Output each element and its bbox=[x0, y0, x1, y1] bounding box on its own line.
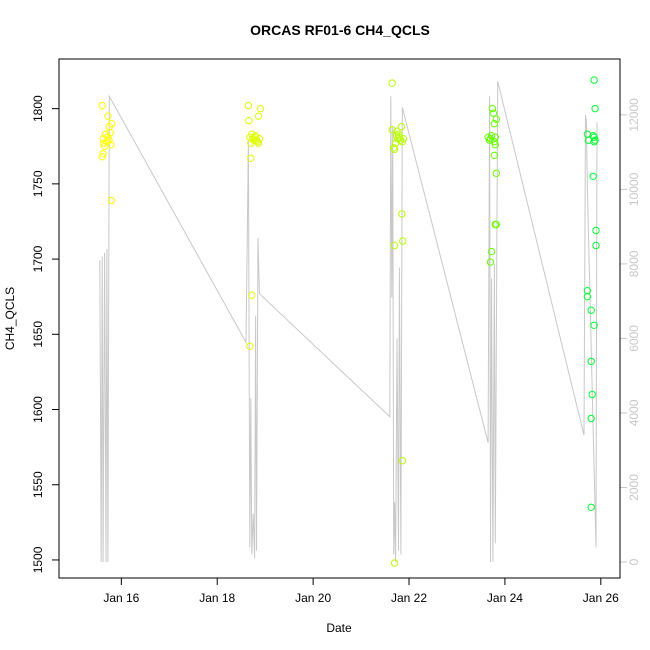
chart-title: ORCAS RF01-6 CH4_QCLS bbox=[250, 22, 430, 38]
y-tick-label: 1550 bbox=[31, 471, 45, 498]
y-tick-label: 1500 bbox=[31, 546, 45, 573]
data-point bbox=[107, 141, 115, 149]
x-tick-label: Jan 20 bbox=[295, 591, 331, 605]
data-point bbox=[98, 153, 106, 161]
data-point bbox=[492, 169, 500, 178]
data-point bbox=[390, 559, 399, 567]
y2-tick-label: 8000 bbox=[627, 250, 641, 277]
data-point bbox=[487, 247, 496, 256]
data-point bbox=[105, 136, 113, 144]
data-point bbox=[388, 126, 396, 134]
data-point bbox=[246, 342, 254, 350]
data-point bbox=[108, 120, 116, 128]
data-point bbox=[247, 154, 255, 163]
data-point bbox=[592, 241, 600, 250]
axes-layer: Jan 16 Jan 18 Jan 20 Jan 22 Jan 24 Jan 26 1500… bbox=[31, 95, 641, 605]
data-point bbox=[398, 138, 406, 146]
data-point bbox=[589, 172, 597, 181]
y-tick-label: 1700 bbox=[31, 245, 45, 272]
data-point bbox=[254, 139, 263, 147]
data-point bbox=[104, 112, 112, 120]
x-tick-label: Jan 18 bbox=[199, 591, 235, 605]
data-point bbox=[587, 414, 595, 423]
x-tick-label: Jan 26 bbox=[583, 591, 619, 605]
y-axis-label: CH4_QCLS bbox=[3, 287, 17, 350]
data-point bbox=[588, 390, 596, 399]
data-point bbox=[587, 306, 595, 314]
data-point bbox=[587, 503, 595, 511]
data-point bbox=[590, 138, 598, 146]
data-point bbox=[388, 79, 396, 87]
y-tick-label: 1600 bbox=[31, 396, 45, 423]
data-point bbox=[590, 76, 598, 84]
data-point bbox=[486, 258, 495, 266]
data-point bbox=[256, 104, 265, 113]
y2-tick-label: 0 bbox=[627, 558, 641, 565]
y2-tick-label: 2000 bbox=[627, 474, 641, 501]
data-point bbox=[591, 136, 599, 144]
data-point bbox=[485, 136, 494, 144]
x-tick-label: Jan 24 bbox=[487, 591, 523, 605]
data-point bbox=[397, 123, 406, 131]
data-point bbox=[491, 141, 499, 149]
data-point bbox=[488, 104, 497, 113]
data-point bbox=[390, 241, 399, 250]
data-point bbox=[490, 120, 499, 128]
y-tick-label: 1750 bbox=[31, 170, 45, 197]
y-tick-label: 1800 bbox=[31, 95, 45, 122]
data-point bbox=[592, 226, 600, 235]
x-tick-label: Jan 22 bbox=[391, 591, 427, 605]
data-point bbox=[487, 132, 496, 140]
data-point bbox=[245, 117, 253, 125]
y2-tick-label: 4000 bbox=[627, 399, 641, 426]
data-point bbox=[590, 321, 598, 329]
data-point bbox=[492, 220, 500, 229]
data-point bbox=[99, 150, 107, 158]
data-point bbox=[107, 196, 116, 205]
data-point bbox=[244, 101, 253, 110]
plot-frame bbox=[58, 58, 621, 579]
data-point bbox=[104, 133, 112, 141]
data-point bbox=[490, 151, 499, 160]
data-point bbox=[490, 138, 499, 146]
data-point bbox=[590, 133, 598, 141]
data-point bbox=[254, 112, 263, 120]
secondary-series-layer bbox=[99, 81, 598, 563]
secondary-series-line bbox=[99, 81, 598, 563]
y-tick-label: 1650 bbox=[31, 321, 45, 348]
data-point bbox=[248, 291, 256, 299]
data-point bbox=[390, 144, 398, 152]
data-point bbox=[399, 135, 407, 143]
data-point bbox=[587, 357, 595, 366]
data-point bbox=[255, 135, 264, 143]
data-point bbox=[591, 104, 599, 113]
y2-tick-label: 6000 bbox=[627, 325, 641, 352]
data-point bbox=[106, 129, 115, 137]
data-point bbox=[399, 237, 407, 245]
data-point bbox=[398, 457, 406, 465]
x-tick-label: Jan 16 bbox=[103, 591, 139, 605]
data-point bbox=[398, 210, 406, 218]
data-point bbox=[491, 133, 499, 141]
data-point bbox=[492, 115, 500, 123]
points-layer bbox=[98, 76, 600, 567]
data-point bbox=[583, 293, 592, 301]
y2-tick-label: 10000 bbox=[627, 172, 641, 206]
x-axis-label: Date bbox=[326, 621, 352, 635]
y2-tick-label: 12000 bbox=[627, 98, 641, 132]
data-point bbox=[98, 101, 106, 110]
data-point bbox=[489, 109, 498, 117]
